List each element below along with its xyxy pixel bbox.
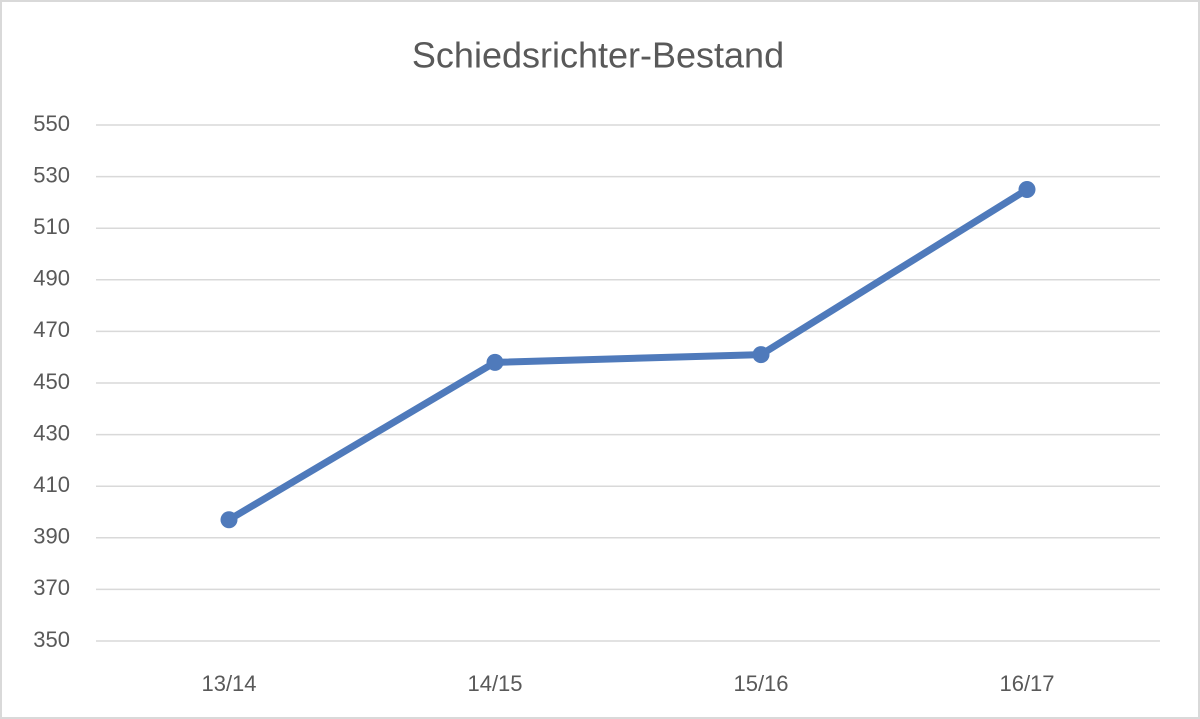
y-tick-label: 390 [33, 524, 70, 549]
x-tick-label: 16/17 [999, 671, 1054, 696]
y-tick-label: 430 [33, 420, 70, 445]
data-point [1018, 181, 1036, 198]
y-tick-label: 410 [33, 472, 70, 497]
y-tick-label: 550 [33, 111, 70, 136]
data-line [227, 186, 1029, 523]
x-tick-label: 13/14 [201, 671, 256, 696]
y-tick-label: 470 [33, 317, 70, 342]
y-tick-label: 490 [33, 266, 70, 291]
y-tick-label: 510 [33, 214, 70, 239]
data-point [752, 346, 770, 364]
chart-title: Schiedsrichter-Bestand [412, 35, 784, 76]
data-point [220, 511, 238, 529]
y-tick-label: 530 [33, 162, 70, 187]
data-point [486, 353, 504, 371]
y-tick-label: 370 [33, 575, 70, 600]
y-tick-label: 450 [33, 369, 70, 394]
x-tick-label: 15/16 [733, 671, 788, 696]
x-tick-label: 14/15 [467, 671, 522, 696]
y-tick-label: 350 [33, 627, 70, 652]
